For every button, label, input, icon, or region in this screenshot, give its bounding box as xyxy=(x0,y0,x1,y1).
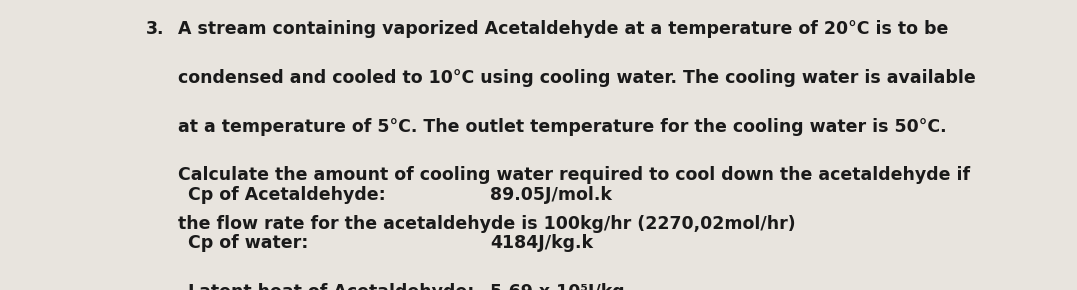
Text: A stream containing vaporized Acetaldehyde at a temperature of 20°C is to be: A stream containing vaporized Acetaldehy… xyxy=(178,20,948,38)
Text: 5.69 x 10⁵J/kg: 5.69 x 10⁵J/kg xyxy=(490,283,625,290)
Text: at a temperature of 5°C. The outlet temperature for the cooling water is 50°C.: at a temperature of 5°C. The outlet temp… xyxy=(178,118,947,136)
Text: condensed and cooled to 10°C using cooling water. The cooling water is available: condensed and cooled to 10°C using cooli… xyxy=(178,69,976,87)
Text: 89.05J/mol.k: 89.05J/mol.k xyxy=(490,186,612,204)
Text: Latent heat of Acetaldehyde:: Latent heat of Acetaldehyde: xyxy=(188,283,475,290)
Text: 4184J/kg.k: 4184J/kg.k xyxy=(490,234,593,252)
Text: Cp of water:: Cp of water: xyxy=(188,234,309,252)
Text: 3.: 3. xyxy=(145,20,164,38)
Text: Cp of Acetaldehyde:: Cp of Acetaldehyde: xyxy=(188,186,387,204)
Text: Calculate the amount of cooling water required to cool down the acetaldehyde if: Calculate the amount of cooling water re… xyxy=(178,166,969,184)
Text: the flow rate for the acetaldehyde is 100kg/hr (2270,02mol/hr): the flow rate for the acetaldehyde is 10… xyxy=(178,215,795,233)
